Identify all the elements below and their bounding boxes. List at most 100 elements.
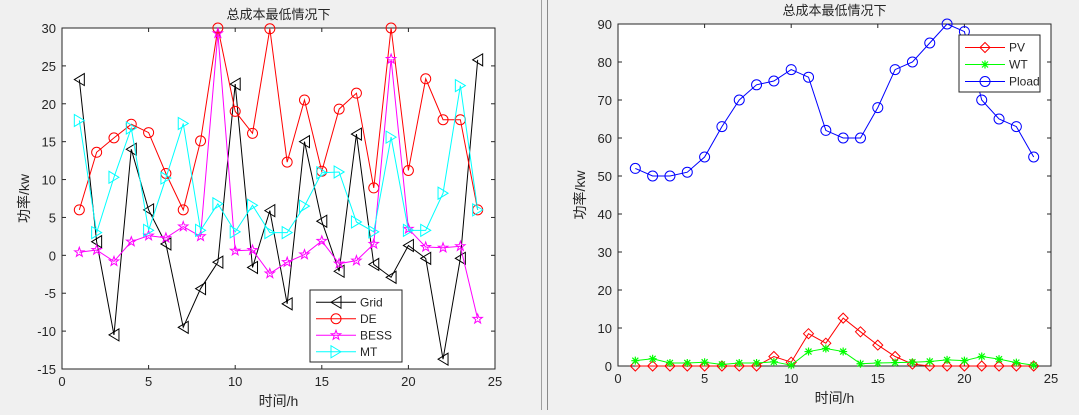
x-axis-label: 时间/h: [815, 390, 855, 406]
y-tick-label: 10: [598, 321, 612, 336]
marker-pentagram: [73, 245, 86, 258]
marker-triangle-right: [177, 116, 190, 131]
marker-triangle-right: [281, 225, 294, 240]
marker-pentagram: [142, 229, 155, 241]
marker-asterisk: [873, 358, 882, 367]
marker-pentagram: [367, 237, 380, 250]
marker-asterisk: [821, 344, 830, 353]
marker-circle: [91, 146, 103, 158]
marker-triangle-left: [107, 328, 120, 342]
marker-triangle-right: [108, 170, 120, 185]
marker-pentagram: [228, 244, 242, 257]
marker-triangle-right: [212, 196, 224, 211]
window-splitter[interactable]: [541, 0, 548, 410]
marker-asterisk: [925, 357, 934, 366]
y-tick-label: 10: [42, 173, 56, 188]
y-tick-label: -5: [44, 286, 56, 301]
marker-pentagram: [350, 254, 363, 266]
marker-pentagram: [211, 26, 225, 39]
marker-pentagram: [194, 229, 207, 242]
marker-triangle-right: [143, 223, 155, 238]
marker-circle: [906, 56, 918, 68]
marker-circle: [333, 103, 345, 115]
marker-triangle-left: [330, 295, 342, 310]
marker-diamond: [976, 360, 988, 372]
marker-triangle-right: [73, 113, 86, 128]
marker-asterisk: [839, 347, 848, 356]
marker-asterisk: [648, 354, 657, 363]
marker-pentagram: [329, 328, 343, 341]
marker-asterisk: [769, 357, 778, 366]
marker-asterisk: [700, 358, 709, 367]
marker-triangle-left: [142, 202, 155, 217]
marker-triangle-right: [160, 171, 172, 185]
y-tick-label: 0: [605, 359, 612, 374]
marker-triangle-left: [263, 203, 276, 218]
marker-circle: [402, 164, 414, 176]
plot-area: [61, 27, 496, 370]
marker-triangle-left: [385, 270, 397, 285]
marker-triangle-right: [264, 225, 276, 240]
legend-label: DE: [360, 312, 377, 326]
series-wt: [631, 344, 1038, 370]
legend-label: MT: [360, 345, 378, 359]
marker-pentagram: [90, 243, 103, 256]
marker-pentagram: [436, 241, 450, 254]
x-tick-label: 15: [315, 374, 329, 389]
marker-circle: [993, 113, 1005, 125]
marker-asterisk: [856, 359, 865, 368]
marker-circle: [73, 204, 85, 216]
x-tick-label: 20: [401, 374, 415, 389]
marker-circle: [195, 135, 207, 147]
marker-circle: [1028, 151, 1040, 163]
marker-diamond: [629, 360, 642, 372]
marker-circle: [768, 75, 780, 87]
marker-asterisk: [665, 358, 674, 367]
series-grid: [73, 52, 484, 367]
marker-triangle-right: [330, 344, 342, 359]
series-line: [78, 27, 479, 212]
marker-triangle-left: [298, 134, 310, 149]
marker-triangle-left: [402, 238, 414, 253]
y-tick-label: -10: [37, 324, 56, 339]
marker-circle: [681, 166, 693, 178]
x-tick-label: 5: [701, 371, 708, 386]
marker-circle: [785, 64, 797, 76]
x-axis-label: 时间/h: [259, 393, 299, 409]
marker-pentagram: [246, 243, 259, 256]
marker-circle: [820, 124, 832, 136]
marker-circle: [143, 127, 155, 139]
marker-triangle-right: [385, 130, 398, 145]
marker-circle: [924, 37, 936, 49]
marker-circle: [385, 22, 397, 34]
y-tick-label: 60: [598, 131, 612, 146]
marker-triangle-right: [420, 223, 432, 238]
right-chart: 0 5 10 15 20 25 0 10 20 30 40 50 60 70 80 90 总成本最低情况下时间/…: [572, 3, 1058, 406]
right-figure: 0 5 10 15 20 25 0 10 20 30 40 50 60 70 80 90 总成本最低情况下 时间/…: [548, 0, 1079, 410]
marker-circle: [976, 94, 988, 106]
legend-label: PV: [1009, 41, 1025, 55]
marker-asterisk: [1012, 358, 1021, 367]
marker-circle: [941, 18, 953, 30]
marker-asterisk: [752, 358, 761, 367]
marker-triangle-right: [333, 165, 346, 179]
marker-triangle-left: [419, 251, 432, 266]
marker-triangle-left: [246, 260, 259, 275]
legend-box: [958, 34, 1041, 93]
y-tick-label: 30: [42, 21, 56, 36]
marker-triangle-left: [125, 142, 137, 157]
marker-triangle-right: [437, 186, 450, 201]
marker-circle: [420, 73, 432, 85]
y-tick-label: 0: [49, 248, 56, 263]
marker-asterisk: [787, 361, 796, 370]
marker-triangle-left: [194, 281, 207, 296]
y-tick-label: 15: [42, 135, 56, 150]
marker-triangle-left: [211, 255, 224, 270]
x-tick-label: 25: [488, 374, 502, 389]
marker-circle: [298, 94, 310, 106]
marker-triangle-left: [229, 77, 241, 91]
marker-triangle-right: [316, 165, 328, 180]
series-line: [78, 59, 479, 360]
legend-label: BESS: [360, 328, 392, 342]
marker-pentagram: [280, 255, 294, 268]
